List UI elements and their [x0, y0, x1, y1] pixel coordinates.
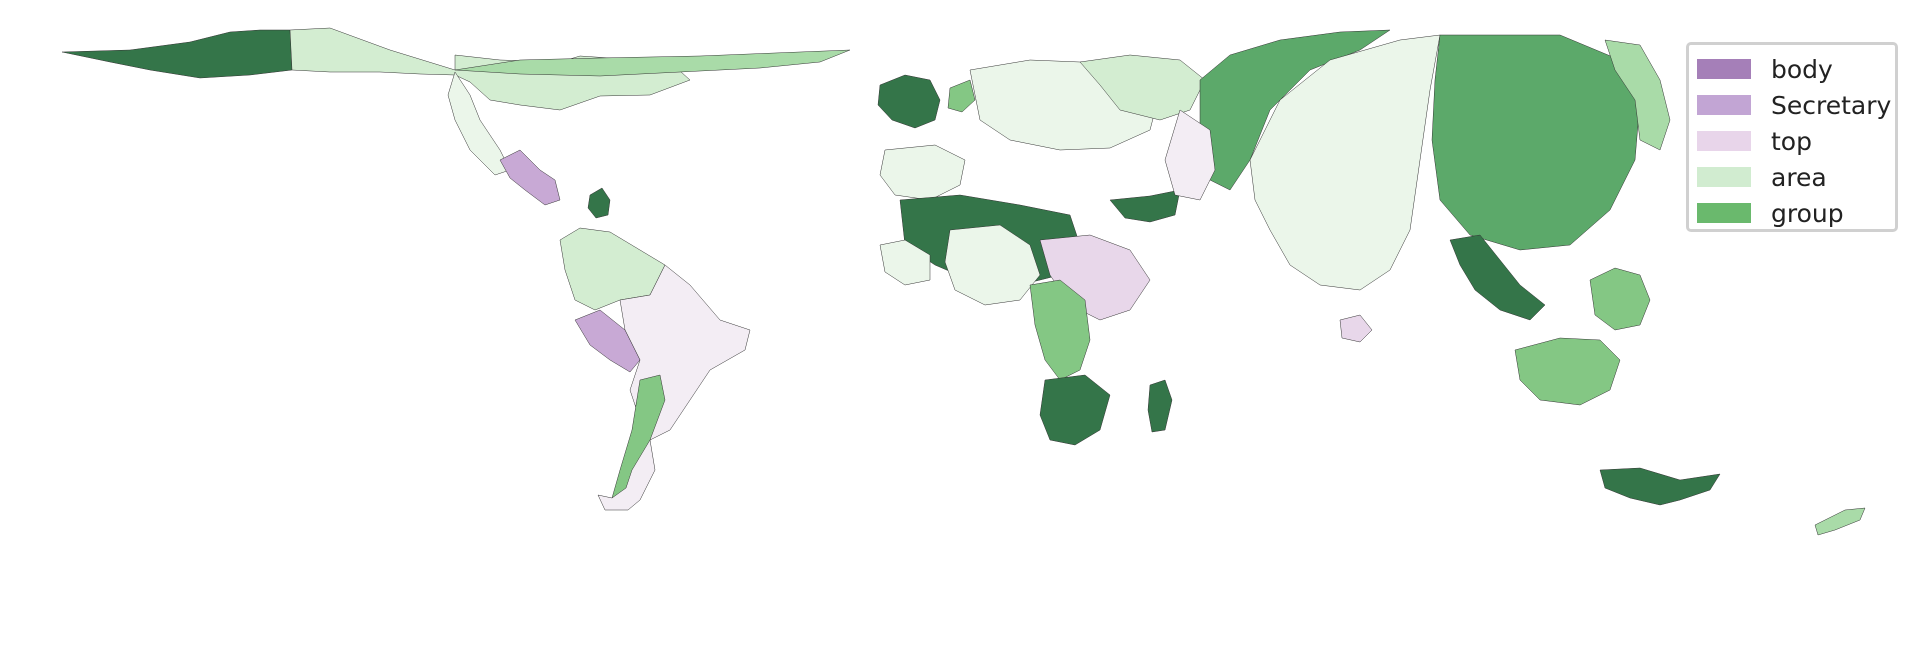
legend-swatch: [1697, 203, 1751, 223]
region-north-america-west: [61, 29, 293, 79]
legend-label: group: [1771, 198, 1844, 228]
region-mexico: [447, 71, 511, 176]
region-new-zealand: [1814, 507, 1866, 536]
region-central-asia: [1164, 109, 1216, 201]
legend-item: body: [1697, 51, 1895, 87]
legend-item: top: [1697, 123, 1895, 159]
region-southeast-asia: [1449, 234, 1546, 321]
region-iberia: [879, 144, 966, 201]
region-philippines: [1589, 267, 1651, 331]
legend-item: Secretary: [1697, 87, 1895, 123]
region-congo: [1029, 279, 1091, 381]
region-sri-lanka: [1339, 314, 1373, 343]
region-west-africa: [879, 239, 931, 286]
region-australia: [1599, 467, 1721, 506]
legend-label: Secretary: [1771, 90, 1892, 120]
region-arctic-canada: [454, 49, 851, 77]
legend-swatch: [1697, 131, 1751, 151]
legend-swatch: [1697, 59, 1751, 79]
region-central-africa: [944, 224, 1041, 306]
region-horn-of-africa: [1109, 189, 1181, 223]
legend-label: area: [1771, 162, 1827, 192]
region-indonesia: [1514, 337, 1621, 406]
region-argentina: [597, 439, 656, 511]
region-japan-korea: [1604, 39, 1671, 151]
region-scandinavia: [947, 79, 976, 113]
legend: body Secretary top area group: [1686, 42, 1898, 232]
legend-swatch: [1697, 95, 1751, 115]
region-europe-east: [1079, 54, 1206, 121]
region-peru: [574, 309, 641, 373]
legend-swatch: [1697, 167, 1751, 187]
legend-item: group: [1697, 195, 1895, 231]
legend-item: area: [1697, 159, 1895, 195]
legend-label: body: [1771, 54, 1833, 84]
region-iceland: [877, 74, 941, 129]
legend-label: top: [1771, 126, 1812, 156]
region-china: [1431, 34, 1641, 251]
region-central-america: [499, 149, 561, 206]
region-caribbean: [587, 187, 611, 219]
region-madagascar: [1147, 379, 1173, 433]
region-india: [1249, 34, 1441, 291]
region-southern-africa: [1039, 374, 1111, 446]
